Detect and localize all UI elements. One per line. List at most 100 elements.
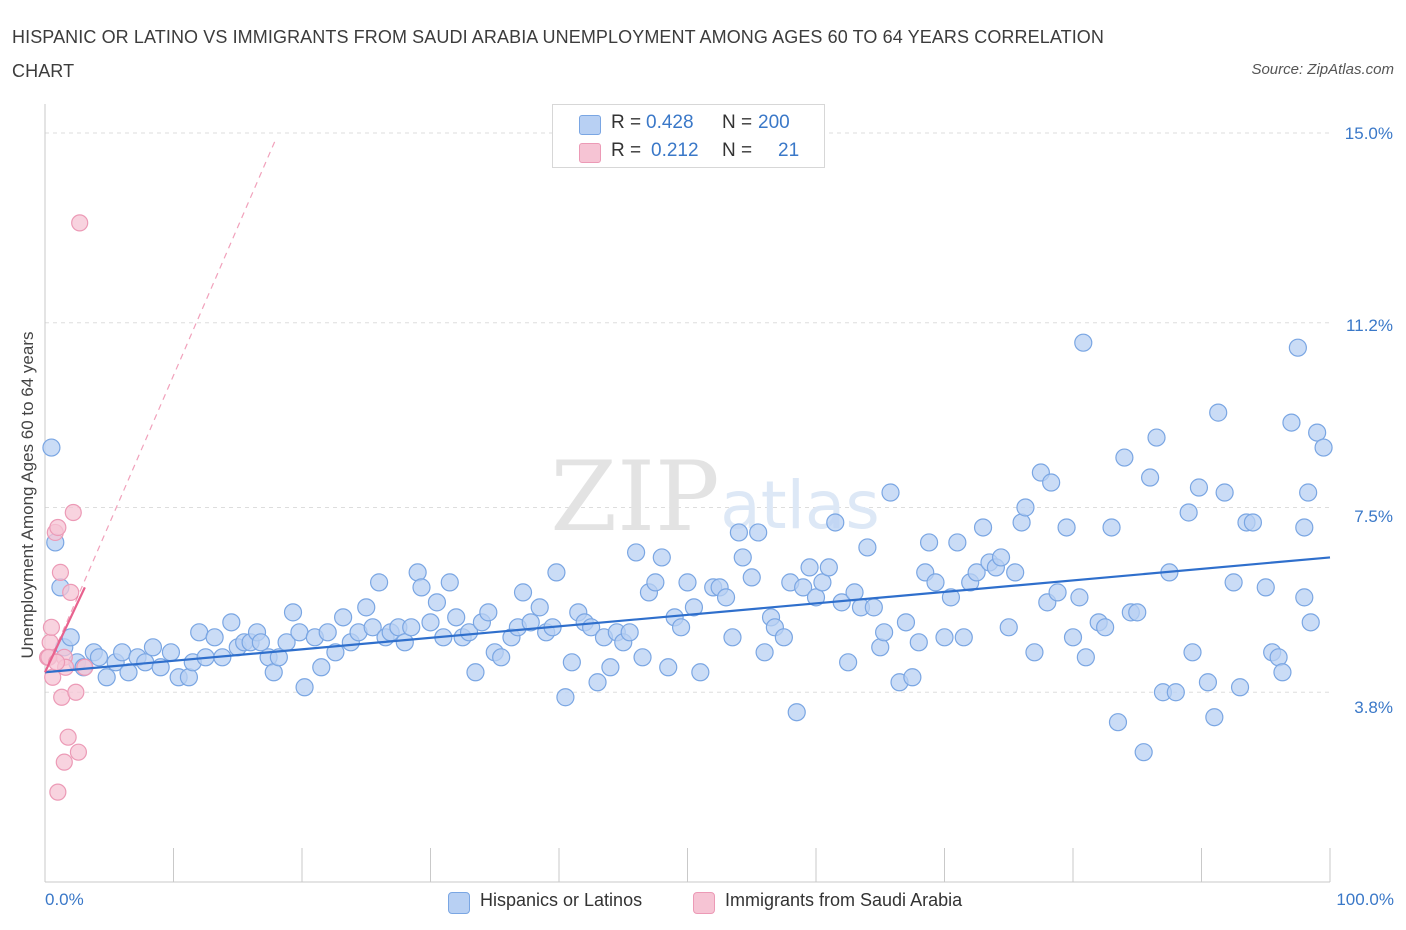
- hispanics-point: [1295, 588, 1314, 607]
- hispanics-point: [819, 558, 838, 577]
- hispanics-point: [312, 658, 331, 677]
- hispanics-point: [1230, 678, 1250, 697]
- saudi-point: [71, 214, 89, 232]
- hispanics-point: [729, 523, 749, 542]
- hispanics-point: [1183, 643, 1202, 662]
- hispanics-point: [521, 613, 540, 632]
- x-tick-label-0: 0.0%: [45, 890, 84, 909]
- hispanics-point: [42, 438, 61, 457]
- watermark-zip: ZIP: [550, 441, 719, 553]
- blue-n-value: 200: [758, 112, 790, 133]
- hispanics-point: [826, 513, 845, 532]
- hispanics-point: [1273, 663, 1292, 682]
- hispanics-point: [871, 638, 890, 657]
- hispanics-point: [1076, 648, 1095, 667]
- hispanics-point: [447, 608, 466, 627]
- hispanics-point: [671, 618, 691, 637]
- legend-label-hispanics: Hispanics or Latinos: [480, 890, 643, 910]
- hispanics-point: [588, 673, 607, 692]
- saudi-point: [42, 618, 61, 636]
- hispanics-trend-line: [44, 556, 1331, 674]
- pink-r-value: 0.212: [651, 140, 699, 161]
- hispanics-point: [363, 618, 382, 637]
- hispanics-point: [864, 598, 883, 617]
- hispanics-point: [1299, 483, 1318, 502]
- hispanics-point: [896, 613, 916, 632]
- hispanics-point: [318, 623, 337, 642]
- legend-swatch-saudi: [693, 892, 715, 914]
- hispanics-point: [903, 668, 922, 687]
- hispanics-point: [326, 643, 345, 662]
- hispanics-point: [935, 628, 954, 647]
- hispanics-point: [800, 558, 819, 577]
- hispanics-point: [1243, 513, 1263, 532]
- hispanics-point: [659, 658, 678, 677]
- hispanics-point: [427, 593, 447, 612]
- saudi-point: [51, 563, 70, 582]
- hispanics-point: [1102, 518, 1121, 537]
- hispanics-point: [919, 533, 939, 552]
- hispanics-point: [881, 483, 900, 502]
- stats-row-pink: R = 0.212 N = 21: [553, 140, 824, 166]
- hispanics-point: [295, 678, 314, 697]
- saudi-point: [49, 518, 67, 537]
- saudi-point: [49, 783, 67, 801]
- hispanics-point: [1256, 578, 1275, 597]
- hispanics-point: [1314, 438, 1333, 457]
- hispanics-point: [1128, 603, 1147, 622]
- hispanics-point: [1108, 713, 1128, 732]
- hispanics-point: [1048, 583, 1067, 602]
- saudi-point: [62, 583, 80, 601]
- hispanics-point: [1140, 468, 1160, 487]
- hispanics-point: [190, 623, 209, 642]
- y-tick-label-7-5: 7.5%: [1354, 507, 1393, 526]
- hispanics-point: [633, 648, 652, 667]
- hispanics-point: [794, 578, 813, 597]
- hispanics-point: [179, 668, 199, 687]
- hispanics-point: [806, 588, 826, 607]
- saudi-point: [69, 743, 88, 761]
- hispanics-point: [421, 613, 440, 632]
- y-tick-label-11-2: 11.2%: [1346, 316, 1393, 335]
- blue-r-value: 0.428: [646, 112, 694, 133]
- hispanics-point: [459, 623, 479, 642]
- hispanics-point: [161, 643, 181, 662]
- hispanics-point: [1070, 588, 1089, 607]
- hispanics-point: [269, 648, 288, 667]
- hispanics-point: [601, 658, 620, 677]
- hispanics-point: [1096, 618, 1115, 637]
- source-label: Source: ZipAtlas.com: [1251, 61, 1394, 78]
- hispanics-point: [556, 688, 575, 707]
- hispanics-point: [1189, 478, 1209, 497]
- saudi-point: [55, 753, 73, 771]
- hispanics-point: [222, 613, 241, 632]
- hispanics-point: [1288, 338, 1307, 357]
- hispanics-point: [626, 543, 646, 562]
- hispanics-point: [1025, 643, 1044, 662]
- pink-swatch: [579, 143, 601, 163]
- axes: [44, 104, 1331, 883]
- hispanics-point: [370, 573, 389, 592]
- hispanics-point: [1016, 498, 1035, 517]
- hispanics-point: [723, 628, 742, 647]
- hispanics-point: [755, 643, 774, 662]
- hispanics-point: [646, 573, 665, 592]
- hispanics-point: [678, 573, 697, 592]
- hispanics-point: [1006, 563, 1025, 582]
- hispanics-point: [530, 598, 549, 617]
- hispanics-point: [408, 563, 427, 582]
- hispanics-point: [1166, 683, 1185, 702]
- hispanics-point: [1269, 648, 1288, 667]
- blue-swatch: [579, 115, 601, 135]
- hispanics-point: [684, 598, 704, 617]
- hispanics-point: [1042, 473, 1061, 492]
- hispanics-point: [652, 548, 671, 567]
- legend-label-saudi: Immigrants from Saudi Arabia: [725, 890, 963, 910]
- hispanics-point: [875, 623, 894, 642]
- pink-n-label: N =: [722, 140, 753, 161]
- hispanics-point: [967, 563, 986, 582]
- hispanics-point: [620, 623, 639, 642]
- hispanics-point: [466, 663, 485, 682]
- blue-n-label: N =: [722, 112, 753, 133]
- hispanics-point: [948, 533, 967, 552]
